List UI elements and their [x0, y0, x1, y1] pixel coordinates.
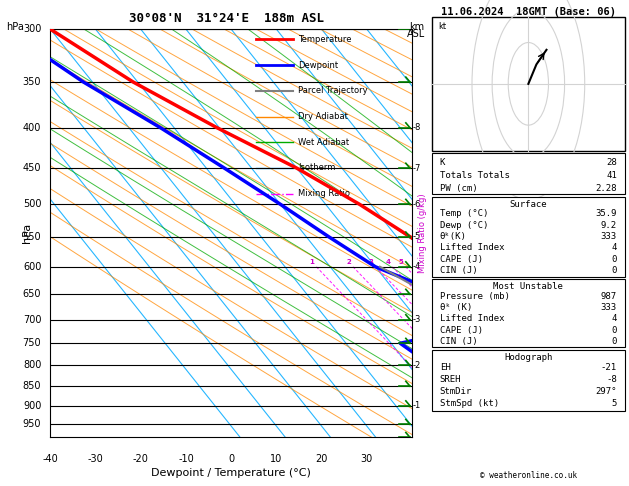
Text: © weatheronline.co.uk: © weatheronline.co.uk [480, 471, 577, 480]
Text: 550: 550 [23, 232, 42, 242]
Text: 700: 700 [23, 314, 42, 325]
Text: 10: 10 [270, 454, 282, 464]
Text: StmDir: StmDir [440, 387, 472, 396]
Text: -2: -2 [413, 361, 421, 370]
Text: StmSpd (kt): StmSpd (kt) [440, 399, 499, 408]
Text: 1: 1 [309, 259, 314, 265]
Text: 333: 333 [601, 232, 617, 241]
Text: -20: -20 [133, 454, 148, 464]
Text: θᵏ(K): θᵏ(K) [440, 232, 467, 241]
Text: Surface: Surface [509, 200, 547, 209]
Text: -8: -8 [413, 123, 421, 132]
Text: Temp (°C): Temp (°C) [440, 209, 488, 219]
Text: ASL: ASL [407, 29, 426, 39]
Text: -4: -4 [413, 262, 421, 271]
Text: 5: 5 [611, 399, 617, 408]
Text: Pressure (mb): Pressure (mb) [440, 292, 509, 301]
Text: 3: 3 [369, 259, 374, 265]
Bar [431, 279, 625, 347]
Text: Totals Totals: Totals Totals [440, 171, 509, 180]
Text: Dry Adiabat: Dry Adiabat [298, 112, 348, 121]
Text: 2: 2 [346, 259, 351, 265]
Text: CAPE (J): CAPE (J) [440, 326, 483, 335]
Text: km: km [409, 22, 424, 32]
Text: -5: -5 [413, 232, 421, 242]
Text: θᵏ (K): θᵏ (K) [440, 303, 472, 312]
Text: Wet Adiabat: Wet Adiabat [298, 138, 349, 147]
Text: -7: -7 [413, 164, 421, 173]
Text: -40: -40 [42, 454, 58, 464]
Text: Lifted Index: Lifted Index [440, 243, 504, 253]
Text: 850: 850 [23, 381, 42, 391]
Text: 750: 750 [23, 338, 42, 348]
Text: 41: 41 [606, 171, 617, 180]
Text: 2.28: 2.28 [596, 184, 617, 193]
Text: 4: 4 [386, 259, 391, 265]
Text: Mixing Ratio (g/kg): Mixing Ratio (g/kg) [418, 193, 427, 273]
Text: 0: 0 [611, 266, 617, 275]
Text: 500: 500 [23, 199, 42, 209]
Text: 4: 4 [611, 243, 617, 253]
Text: 9.2: 9.2 [601, 221, 617, 230]
Text: -30: -30 [87, 454, 103, 464]
Text: 800: 800 [23, 361, 42, 370]
Text: 30°08'N  31°24'E  188m ASL: 30°08'N 31°24'E 188m ASL [129, 12, 324, 25]
Text: 0: 0 [611, 326, 617, 335]
Text: 0: 0 [611, 255, 617, 264]
Text: 600: 600 [23, 262, 42, 272]
Text: Lifted Index: Lifted Index [440, 314, 504, 324]
Text: -8: -8 [606, 375, 617, 384]
Text: 987: 987 [601, 292, 617, 301]
Text: -10: -10 [178, 454, 194, 464]
Text: 0: 0 [228, 454, 234, 464]
Text: Dewpoint: Dewpoint [298, 61, 338, 69]
Text: SREH: SREH [440, 375, 461, 384]
Text: 20: 20 [315, 454, 328, 464]
Text: 950: 950 [23, 419, 42, 429]
Text: K: K [440, 158, 445, 167]
Text: 30: 30 [360, 454, 373, 464]
Text: 5: 5 [399, 259, 403, 265]
Text: Most Unstable: Most Unstable [493, 282, 564, 292]
Text: CAPE (J): CAPE (J) [440, 255, 483, 264]
Bar [431, 17, 625, 151]
Text: Temperature: Temperature [298, 35, 352, 44]
Text: PW (cm): PW (cm) [440, 184, 477, 193]
Text: 650: 650 [23, 289, 42, 299]
Text: 350: 350 [23, 77, 42, 87]
Text: -6: -6 [413, 200, 421, 209]
Text: 35.9: 35.9 [596, 209, 617, 219]
Text: EH: EH [440, 363, 450, 372]
Bar [431, 197, 625, 277]
Text: hPa: hPa [6, 22, 24, 32]
Text: Mixing Ratio: Mixing Ratio [298, 189, 350, 198]
Text: hPa: hPa [22, 223, 32, 243]
Text: 333: 333 [601, 303, 617, 312]
Text: 297°: 297° [596, 387, 617, 396]
Text: 450: 450 [23, 163, 42, 173]
Text: 11.06.2024  18GMT (Base: 06): 11.06.2024 18GMT (Base: 06) [441, 7, 616, 17]
Text: 4: 4 [611, 314, 617, 324]
Text: -21: -21 [601, 363, 617, 372]
Text: 300: 300 [23, 24, 42, 34]
Text: Isotherm: Isotherm [298, 163, 335, 173]
Text: Dewpoint / Temperature (°C): Dewpoint / Temperature (°C) [151, 468, 311, 478]
Text: -1: -1 [413, 401, 421, 410]
Text: Parcel Trajectory: Parcel Trajectory [298, 87, 368, 95]
Text: 400: 400 [23, 123, 42, 133]
Text: kt: kt [438, 22, 446, 31]
Text: Hodograph: Hodograph [504, 353, 552, 362]
Text: CIN (J): CIN (J) [440, 337, 477, 346]
Text: CIN (J): CIN (J) [440, 266, 477, 275]
Text: Dewp (°C): Dewp (°C) [440, 221, 488, 230]
Text: 0: 0 [611, 337, 617, 346]
Text: -3: -3 [413, 315, 421, 324]
Text: 28: 28 [606, 158, 617, 167]
Text: 900: 900 [23, 401, 42, 411]
Bar [431, 153, 625, 194]
Bar [431, 350, 625, 411]
